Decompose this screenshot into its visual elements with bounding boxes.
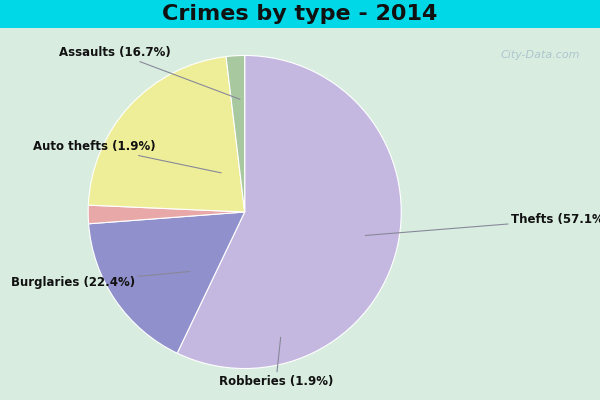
Wedge shape: [226, 56, 245, 212]
Wedge shape: [89, 212, 245, 353]
Text: Assaults (16.7%): Assaults (16.7%): [59, 46, 240, 99]
Wedge shape: [88, 205, 245, 224]
Text: Burglaries (22.4%): Burglaries (22.4%): [11, 272, 190, 289]
Wedge shape: [88, 56, 245, 212]
Text: Auto thefts (1.9%): Auto thefts (1.9%): [33, 140, 221, 173]
Text: Thefts (57.1%): Thefts (57.1%): [365, 213, 600, 236]
Wedge shape: [177, 56, 401, 368]
FancyBboxPatch shape: [0, 28, 600, 400]
Text: Robberies (1.9%): Robberies (1.9%): [219, 337, 333, 388]
Text: Crimes by type - 2014: Crimes by type - 2014: [163, 4, 437, 24]
Text: City-Data.com: City-Data.com: [500, 50, 580, 60]
